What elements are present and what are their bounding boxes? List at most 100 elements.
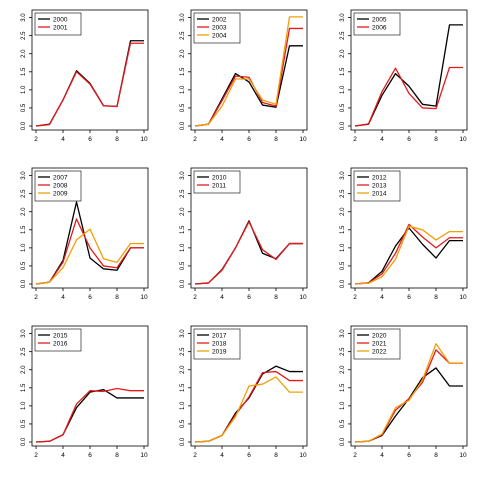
x-tick-label: 4 [380, 294, 384, 301]
y-tick-label: 0.5 [180, 103, 186, 112]
y-tick-label: 0.0 [180, 121, 186, 130]
legend-box [193, 12, 241, 44]
x-tick-label: 8 [274, 136, 278, 143]
legend-label: 2022 [372, 348, 387, 355]
legend-box [353, 170, 401, 202]
y-tick-label: 0.0 [340, 279, 346, 288]
x-tick-label: 8 [274, 452, 278, 459]
y-tick-label: 1.0 [180, 85, 186, 94]
x-tick-label: 8 [434, 136, 438, 143]
y-tick-label: 2.0 [21, 365, 27, 374]
legend-label: 2018 [212, 340, 227, 347]
x-tick-label: 2 [193, 452, 197, 459]
x-tick-label: 4 [220, 452, 224, 459]
y-tick-label: 0.5 [180, 419, 186, 428]
y-tick-label: 0.5 [340, 103, 346, 112]
y-tick-label: 0.5 [21, 103, 27, 112]
legend-label: 2019 [212, 348, 227, 355]
legend-label: 2020 [372, 332, 387, 339]
y-tick-label: 2.5 [340, 189, 346, 198]
series-line-2003 [194, 27, 303, 127]
x-tick-label: 4 [61, 136, 65, 143]
x-tick-label: 2 [193, 136, 197, 143]
y-tick-label: 2.5 [21, 347, 27, 356]
y-tick-label: 2.0 [180, 49, 186, 58]
x-tick-label: 4 [220, 294, 224, 301]
y-tick-label: 2.0 [180, 365, 186, 374]
y-tick-label: 1.0 [180, 401, 186, 410]
y-tick-label: 2.0 [340, 207, 346, 216]
x-tick-label: 4 [380, 136, 384, 143]
x-tick-label: 10 [459, 452, 467, 459]
series-line-2004 [194, 16, 303, 127]
legend-box [353, 328, 401, 360]
y-tick-label: 3.0 [340, 329, 346, 338]
y-tick-label: 2.5 [340, 347, 346, 356]
y-tick-label: 1.5 [21, 225, 27, 234]
y-tick-label: 0.5 [340, 419, 346, 428]
y-tick-label: 1.5 [21, 383, 27, 392]
y-tick-label: 0.0 [340, 437, 346, 446]
legend-box [34, 170, 82, 202]
legend-label: 2005 [372, 16, 387, 23]
x-tick-label: 6 [407, 294, 411, 301]
legend-label: 2007 [53, 174, 68, 181]
y-tick-label: 2.5 [21, 31, 27, 40]
series-line-2022 [354, 343, 463, 443]
x-tick-label: 2 [193, 294, 197, 301]
y-tick-label: 1.5 [180, 225, 186, 234]
x-tick-label: 4 [220, 136, 224, 143]
series-line-2011 [194, 221, 303, 285]
x-tick-label: 4 [61, 452, 65, 459]
y-tick-label: 3.0 [21, 13, 27, 22]
y-tick-label: 0.5 [180, 261, 186, 270]
legend-label: 2017 [212, 332, 227, 339]
series-line-2017 [194, 365, 303, 443]
y-tick-label: 0.0 [21, 121, 27, 130]
legend-label: 2014 [372, 190, 387, 197]
y-tick-label: 2.5 [21, 189, 27, 198]
series-line-2021 [354, 349, 463, 443]
x-tick-label: 10 [140, 294, 148, 301]
series-line-2008 [35, 218, 144, 285]
legend-label: 2009 [53, 190, 68, 197]
legend-label: 2011 [212, 182, 226, 189]
y-tick-label: 0.0 [180, 279, 186, 288]
y-tick-label: 1.0 [340, 85, 346, 94]
x-tick-label: 10 [459, 294, 467, 301]
series-line-2009 [35, 228, 144, 285]
x-tick-label: 6 [88, 136, 92, 143]
series-line-2006 [354, 66, 463, 127]
y-tick-label: 1.0 [180, 243, 186, 252]
x-tick-label: 10 [299, 294, 307, 301]
series-line-2001 [35, 42, 144, 127]
x-tick-label: 10 [299, 452, 307, 459]
y-tick-label: 1.0 [21, 401, 27, 410]
y-tick-label: 1.5 [340, 67, 346, 76]
y-tick-label: 0.5 [21, 261, 27, 270]
y-tick-label: 1.5 [340, 383, 346, 392]
legend-label: 2001 [53, 24, 68, 31]
y-tick-label: 2.0 [340, 365, 346, 374]
x-tick-label: 8 [115, 452, 119, 459]
legend-label: 2021 [372, 340, 387, 347]
y-tick-label: 1.0 [340, 401, 346, 410]
x-tick-label: 6 [247, 136, 251, 143]
legend-label: 2010 [212, 174, 227, 181]
legend-label: 2006 [372, 24, 387, 31]
series-line-2018 [194, 370, 303, 443]
series-line-2013 [354, 223, 463, 285]
y-tick-label: 2.0 [21, 49, 27, 58]
y-tick-label: 3.0 [340, 171, 346, 180]
x-tick-label: 6 [88, 294, 92, 301]
x-tick-label: 6 [407, 136, 411, 143]
y-tick-label: 2.0 [180, 207, 186, 216]
